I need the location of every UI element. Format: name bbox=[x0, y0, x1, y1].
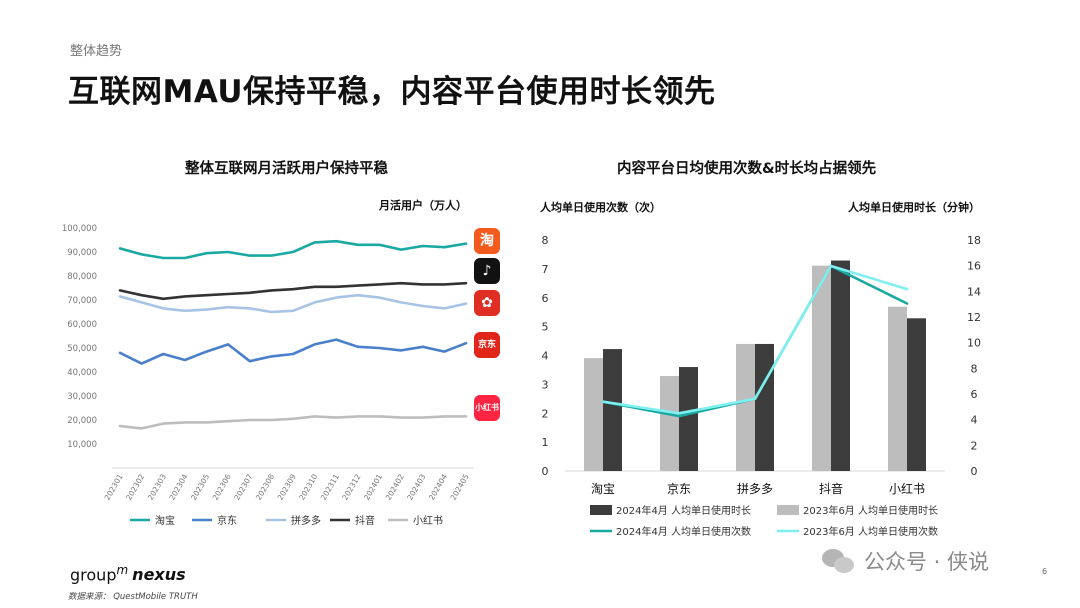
x-tick-label: 202303 bbox=[146, 472, 168, 501]
page-title: 互联网MAU保持平稳，内容平台使用时长领先 bbox=[68, 74, 716, 110]
left-y-tick-label: 3 bbox=[542, 378, 549, 391]
left-y-tick-label: 5 bbox=[542, 321, 549, 334]
x-tick-label: 202311 bbox=[319, 472, 341, 501]
series-line-0 bbox=[118, 239, 468, 260]
bar-1-3 bbox=[831, 260, 850, 471]
right-chart-right-axis-label: 人均单日使用时长（分钟） bbox=[848, 201, 980, 214]
left-y-tick-label: 4 bbox=[542, 350, 549, 363]
legend-label-1: 京东 bbox=[217, 514, 237, 527]
legend-label-3: 2023年6月 人均单日使用次数 bbox=[803, 525, 938, 538]
right-y-tick-label: 14 bbox=[967, 285, 981, 298]
left-y-tick-label: 6 bbox=[542, 292, 549, 305]
groupm-nexus-logo: groupm nexus bbox=[70, 563, 186, 585]
bar-0-0 bbox=[584, 358, 603, 471]
y-tick-label: 70,000 bbox=[67, 296, 97, 306]
category-label: 小红书 bbox=[889, 481, 925, 496]
right-y-tick-label: 16 bbox=[967, 260, 981, 273]
x-tick-label: 202308 bbox=[254, 472, 276, 501]
right-chart-title: 内容平台日均使用次数&时长均占据领先 bbox=[617, 161, 877, 177]
legend-swatch-1 bbox=[590, 505, 612, 515]
combo-line-1 bbox=[601, 264, 909, 415]
x-tick-label: 202309 bbox=[276, 472, 298, 501]
left-y-tick-label: 1 bbox=[542, 436, 549, 449]
y-tick-label: 30,000 bbox=[67, 392, 97, 402]
wechat-icon bbox=[822, 547, 856, 575]
right-y-tick-label: 4 bbox=[971, 414, 978, 427]
watermark-text: 公众号 · 侠说 bbox=[864, 550, 990, 574]
legend-label-2: 拼多多 bbox=[291, 514, 321, 527]
x-tick-label: 202312 bbox=[340, 472, 362, 501]
bar-1-2 bbox=[755, 343, 774, 471]
right-y-tick-label: 2 bbox=[971, 439, 978, 452]
series-line-2 bbox=[118, 293, 468, 314]
x-tick-label: 202402 bbox=[384, 472, 406, 501]
legend-swatch-0 bbox=[777, 505, 799, 515]
legend-label-4: 小红书 bbox=[413, 514, 443, 527]
legend-label-0: 淘宝 bbox=[155, 514, 175, 527]
right-y-tick-label: 8 bbox=[971, 362, 978, 375]
left-chart-title: 整体互联网月活跃用户保持平稳 bbox=[185, 161, 388, 177]
right-chart-left-axis-label: 人均单日使用次数（次） bbox=[540, 201, 661, 214]
x-tick-label: 202310 bbox=[297, 472, 319, 501]
x-tick-label: 202405 bbox=[449, 472, 471, 501]
right-y-tick-label: 12 bbox=[967, 311, 981, 324]
bar-0-3 bbox=[812, 265, 831, 471]
x-tick-label: 202404 bbox=[427, 472, 449, 501]
category-label: 拼多多 bbox=[737, 482, 773, 496]
xiaohongshu-icon: 小红书 bbox=[474, 395, 500, 421]
x-tick-label: 202301 bbox=[103, 472, 125, 501]
series-line-3 bbox=[118, 281, 468, 301]
right-y-tick-label: 18 bbox=[967, 234, 981, 247]
taobao-icon: 淘 bbox=[474, 228, 500, 254]
section-tag: 整体趋势 bbox=[70, 44, 123, 59]
data-source-note: 数据来源： QuestMobile TRUTH bbox=[68, 592, 198, 602]
page-number: 6 bbox=[1042, 567, 1048, 576]
x-tick-label: 202403 bbox=[405, 472, 427, 501]
combo-line-0 bbox=[601, 264, 909, 418]
y-tick-label: 50,000 bbox=[67, 344, 97, 354]
x-tick-label: 202305 bbox=[189, 472, 211, 501]
bar-1-1 bbox=[679, 367, 698, 471]
left-y-tick-label: 0 bbox=[542, 465, 549, 478]
bar-0-2 bbox=[736, 343, 755, 471]
left-chart-unit-label: 月活用户（万人） bbox=[379, 199, 467, 212]
y-tick-label: 80,000 bbox=[67, 272, 97, 282]
bar-1-0 bbox=[603, 349, 622, 471]
x-tick-label: 202304 bbox=[167, 472, 189, 501]
left-y-tick-label: 8 bbox=[542, 234, 549, 247]
left-y-tick-label: 7 bbox=[542, 263, 549, 276]
legend-label-1: 2024年4月 人均单日使用时长 bbox=[616, 504, 751, 517]
category-label: 淘宝 bbox=[591, 482, 615, 496]
y-tick-label: 10,000 bbox=[67, 440, 97, 450]
x-tick-label: 202401 bbox=[362, 472, 384, 501]
bar-1-4 bbox=[907, 318, 926, 471]
left-y-tick-label: 2 bbox=[542, 407, 549, 420]
bar-0-1 bbox=[660, 376, 679, 471]
wechat-watermark: 公众号 · 侠说 bbox=[822, 546, 989, 576]
jd-icon: 京东 bbox=[474, 332, 500, 358]
series-line-4 bbox=[118, 415, 468, 430]
x-tick-label: 202306 bbox=[211, 472, 233, 501]
douyin-icon: ♪ bbox=[474, 258, 500, 284]
legend-label-3: 抖音 bbox=[355, 514, 375, 527]
y-tick-label: 100,000 bbox=[62, 224, 97, 234]
y-tick-label: 40,000 bbox=[67, 368, 97, 378]
x-tick-label: 202307 bbox=[232, 472, 254, 501]
y-tick-label: 60,000 bbox=[67, 320, 97, 330]
y-tick-label: 20,000 bbox=[67, 416, 97, 426]
x-tick-label: 202302 bbox=[124, 472, 146, 501]
series-line-1 bbox=[118, 338, 468, 365]
y-tick-label: 90,000 bbox=[67, 248, 97, 258]
pinduoduo-icon: ✿ bbox=[474, 290, 500, 316]
legend-label-2: 2024年4月 人均单日使用次数 bbox=[616, 525, 751, 538]
right-y-tick-label: 6 bbox=[971, 388, 978, 401]
bar-0-4 bbox=[888, 306, 907, 471]
right-y-tick-label: 0 bbox=[971, 465, 978, 478]
category-label: 抖音 bbox=[819, 481, 843, 496]
category-label: 京东 bbox=[667, 482, 691, 496]
legend-label-0: 2023年6月 人均单日使用时长 bbox=[803, 504, 938, 517]
right-y-tick-label: 10 bbox=[967, 337, 981, 350]
